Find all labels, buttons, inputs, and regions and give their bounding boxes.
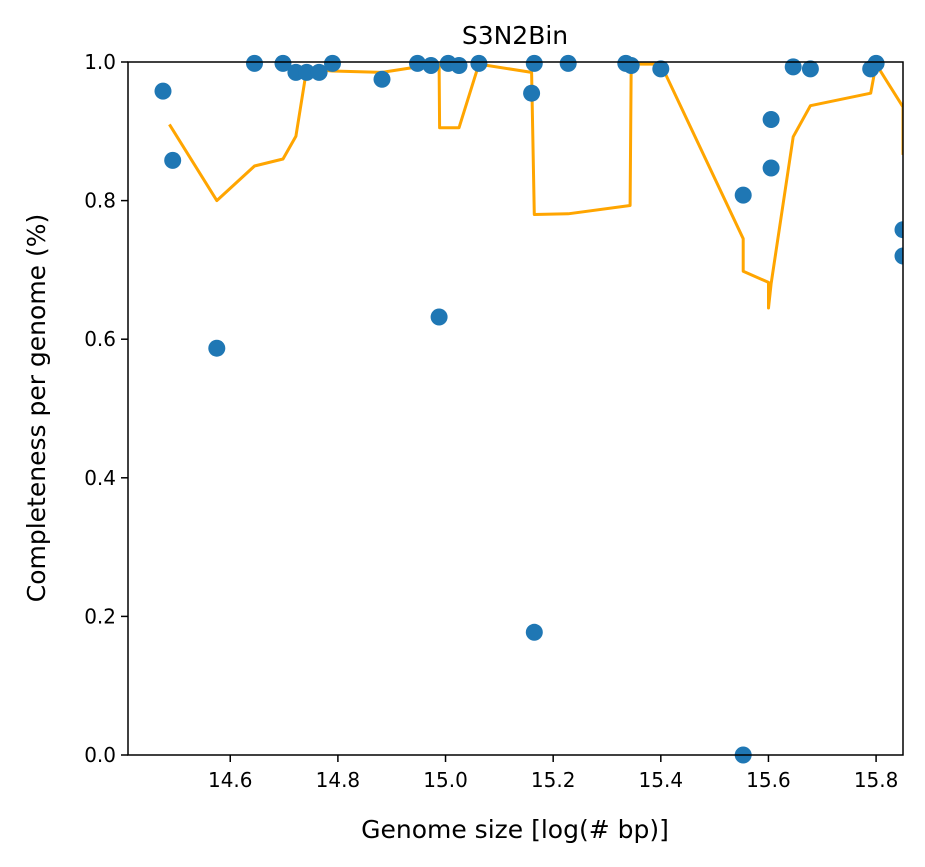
scatter-point (274, 54, 292, 72)
x-tick-label: 15.8 (854, 768, 899, 792)
scatter-point (559, 54, 577, 72)
x-axis-label: Genome size [log(# bp)] (361, 815, 669, 844)
x-tick-label: 14.6 (208, 768, 253, 792)
y-tick-label: 0.4 (84, 466, 116, 490)
y-tick-label: 0.6 (84, 327, 116, 351)
y-tick-label: 0.0 (84, 743, 116, 767)
scatter-point (652, 60, 670, 78)
scatter-point (894, 247, 903, 265)
scatter-point (622, 57, 640, 74)
scatter-point (310, 63, 328, 81)
axes: 14.6 14.8 15.0 15.2 15.4 15.6 15.8 0.0 0.2 0.4 0.6… (84, 50, 904, 792)
scatter-point (373, 70, 391, 88)
scatter-point (409, 54, 426, 72)
scatter-point (470, 54, 488, 72)
scatter-point (734, 186, 752, 204)
scatter-point (324, 54, 341, 72)
scatter-point (422, 57, 440, 74)
y-tick-label: 0.2 (84, 604, 116, 628)
plot-area (154, 54, 903, 764)
scatter-point (430, 308, 448, 326)
scatter-point (164, 151, 182, 169)
scatter-point (784, 58, 802, 76)
scatter-point (246, 54, 263, 72)
scatter-point (801, 60, 819, 78)
scatter-point (894, 221, 903, 239)
x-tick-label: 15.2 (531, 768, 576, 792)
x-tick-label: 14.8 (316, 768, 361, 792)
scatter-point (867, 54, 885, 72)
scatter-point (762, 159, 780, 177)
y-tick-label: 1.0 (84, 50, 116, 74)
scatter-point (525, 623, 543, 641)
x-tick-label: 15.0 (423, 768, 468, 792)
scatter-point (208, 339, 226, 357)
scatter-point (154, 82, 172, 100)
scatter-point (762, 111, 780, 128)
scatter-point (298, 63, 316, 81)
x-tick-label: 15.4 (639, 768, 684, 792)
y-tick-label: 0.8 (84, 189, 116, 213)
scatter-point (525, 54, 543, 72)
x-tick-label: 15.6 (746, 768, 791, 792)
scatter-point (450, 57, 468, 74)
y-axis-label: Completeness per genome (%) (22, 214, 51, 603)
scatter-point (523, 84, 541, 102)
chart-title: S3N2Bin (462, 21, 568, 50)
axes-frame (127, 61, 904, 756)
